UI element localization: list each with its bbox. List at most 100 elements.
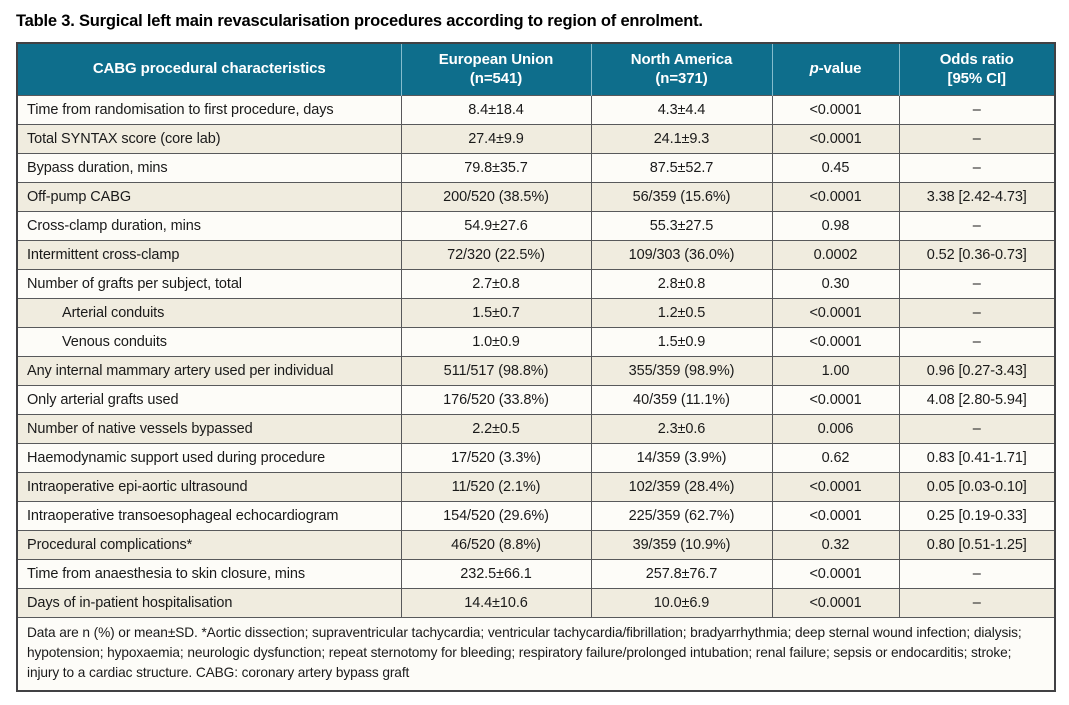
odds-ratio-cell: 0.05 [0.03-0.10] (898, 472, 1056, 502)
na-value-cell: 102/359 (28.4%) (590, 472, 773, 502)
header-row: CABG procedural characteristics European… (17, 43, 1055, 96)
table-row: Procedural complications* 46/520 (8.8%) … (16, 530, 1056, 560)
na-value-cell: 2.8±0.8 (590, 269, 773, 299)
na-value-cell: 1.2±0.5 (590, 298, 773, 328)
pvalue-cell: 0.98 (771, 211, 900, 241)
header-characteristics-label: CABG procedural characteristics (92, 60, 326, 78)
header-eu-line2: (n=541) (469, 69, 523, 87)
eu-value-cell: 27.4±9.9 (400, 124, 592, 154)
table-row: Intraoperative epi-aortic ultrasound 11/… (16, 472, 1056, 502)
table-row: Only arterial grafts used 176/520 (33.8%… (16, 385, 1056, 415)
table-row: Venous conduits 1.0±0.9 1.5±0.9 <0.0001 … (16, 327, 1056, 357)
odds-ratio-cell: – (898, 559, 1056, 589)
na-value-cell: 10.0±6.9 (590, 588, 773, 618)
na-value-cell: 2.3±0.6 (590, 414, 773, 444)
odds-ratio-cell: – (898, 211, 1056, 241)
eu-value-cell: 154/520 (29.6%) (400, 501, 592, 531)
pvalue-cell: 0.45 (771, 153, 900, 183)
odds-ratio-cell: 0.25 [0.19-0.33] (898, 501, 1056, 531)
eu-value-cell: 54.9±27.6 (400, 211, 592, 241)
eu-value-cell: 511/517 (98.8%) (400, 356, 592, 386)
pvalue-cell: <0.0001 (771, 472, 900, 502)
pvalue-cell: <0.0001 (771, 124, 900, 154)
table-row: Number of grafts per subject, total 2.7±… (16, 269, 1056, 299)
header-eu-line1: European Union (438, 50, 554, 68)
row-label-cell: Any internal mammary artery used per ind… (16, 356, 402, 386)
na-value-cell: 55.3±27.5 (590, 211, 773, 241)
eu-value-cell: 176/520 (33.8%) (400, 385, 592, 415)
pvalue-cell: 0.0002 (771, 240, 900, 270)
eu-value-cell: 8.4±18.4 (400, 95, 592, 125)
eu-value-cell: 200/520 (38.5%) (400, 182, 592, 212)
table-row: Any internal mammary artery used per ind… (16, 356, 1056, 386)
eu-value-cell: 2.2±0.5 (400, 414, 592, 444)
na-value-cell: 56/359 (15.6%) (590, 182, 773, 212)
row-label-cell: Number of native vessels bypassed (16, 414, 402, 444)
eu-value-cell: 11/520 (2.1%) (400, 472, 592, 502)
footnote-cell: Data are n (%) or mean±SD. *Aortic disse… (17, 616, 1055, 691)
header-pvalue-rest: -value (818, 60, 862, 78)
table-footer: Data are n (%) or mean±SD. *Aortic disse… (17, 616, 1055, 691)
eu-value-cell: 232.5±66.1 (400, 559, 592, 589)
pvalue-cell: 0.32 (771, 530, 900, 560)
pvalue-cell: <0.0001 (771, 327, 900, 357)
na-value-cell: 1.5±0.9 (590, 327, 773, 357)
row-label-cell: Days of in-patient hospitalisation (16, 588, 402, 618)
odds-ratio-cell: – (898, 327, 1056, 357)
header-cell-pvalue: p-value (771, 43, 899, 96)
header-pvalue-italic-p: p (809, 60, 819, 78)
pvalue-cell: 0.006 (771, 414, 900, 444)
row-label-cell: Intraoperative transoesophageal echocard… (16, 501, 402, 531)
row-label-cell: Off-pump CABG (16, 182, 402, 212)
pvalue-cell: <0.0001 (771, 95, 900, 125)
na-value-cell: 39/359 (10.9%) (590, 530, 773, 560)
row-label-cell: Haemodynamic support used during procedu… (16, 443, 402, 473)
na-value-cell: 355/359 (98.9%) (590, 356, 773, 386)
row-label-cell: Time from randomisation to first procedu… (16, 95, 402, 125)
eu-value-cell: 14.4±10.6 (400, 588, 592, 618)
table-header: CABG procedural characteristics European… (17, 43, 1055, 96)
eu-value-cell: 17/520 (3.3%) (400, 443, 592, 473)
pvalue-cell: <0.0001 (771, 588, 900, 618)
header-cell-north-america: North America (n=371) (590, 43, 772, 96)
row-label-cell: Intraoperative epi-aortic ultrasound (16, 472, 402, 502)
pvalue-cell: <0.0001 (771, 501, 900, 531)
eu-value-cell: 2.7±0.8 (400, 269, 592, 299)
table-row: Cross-clamp duration, mins 54.9±27.6 55.… (16, 211, 1056, 241)
odds-ratio-cell: – (898, 124, 1056, 154)
odds-ratio-cell: 0.52 [0.36-0.73] (898, 240, 1056, 270)
eu-value-cell: 79.8±35.7 (400, 153, 592, 183)
odds-ratio-cell: 0.80 [0.51-1.25] (898, 530, 1056, 560)
header-cell-odds-ratio: Odds ratio [95% CI] (898, 43, 1055, 96)
na-value-cell: 24.1±9.3 (590, 124, 773, 154)
table-row: Days of in-patient hospitalisation 14.4±… (16, 588, 1056, 618)
header-or-line2: [95% CI] (947, 69, 1006, 87)
table-title: Table 3. Surgical left main revascularis… (16, 12, 703, 30)
header-cell-characteristics: CABG procedural characteristics (17, 43, 401, 96)
na-value-cell: 109/303 (36.0%) (590, 240, 773, 270)
row-label-cell: Total SYNTAX score (core lab) (16, 124, 402, 154)
procedures-table: CABG procedural characteristics European… (16, 42, 1056, 692)
header-na-line1: North America (630, 50, 733, 68)
table-row: Intermittent cross-clamp 72/320 (22.5%) … (16, 240, 1056, 270)
na-value-cell: 257.8±76.7 (590, 559, 773, 589)
pvalue-cell: 0.62 (771, 443, 900, 473)
table-row: Intraoperative transoesophageal echocard… (16, 501, 1056, 531)
table-row: Haemodynamic support used during procedu… (16, 443, 1056, 473)
row-label-cell: Number of grafts per subject, total (16, 269, 402, 299)
row-label-cell: Arterial conduits (16, 298, 402, 328)
table-row: Total SYNTAX score (core lab) 27.4±9.9 2… (16, 124, 1056, 154)
odds-ratio-cell: – (898, 269, 1056, 299)
row-label-cell: Intermittent cross-clamp (16, 240, 402, 270)
table-row: Bypass duration, mins 79.8±35.7 87.5±52.… (16, 153, 1056, 183)
header-cell-european-union: European Union (n=541) (400, 43, 591, 96)
odds-ratio-cell: – (898, 153, 1056, 183)
odds-ratio-cell: 0.96 [0.27-3.43] (898, 356, 1056, 386)
pvalue-cell: 1.00 (771, 356, 900, 386)
eu-value-cell: 1.0±0.9 (400, 327, 592, 357)
table-row: Number of native vessels bypassed 2.2±0.… (16, 414, 1056, 444)
row-label-cell: Procedural complications* (16, 530, 402, 560)
eu-value-cell: 1.5±0.7 (400, 298, 592, 328)
odds-ratio-cell: – (898, 95, 1056, 125)
